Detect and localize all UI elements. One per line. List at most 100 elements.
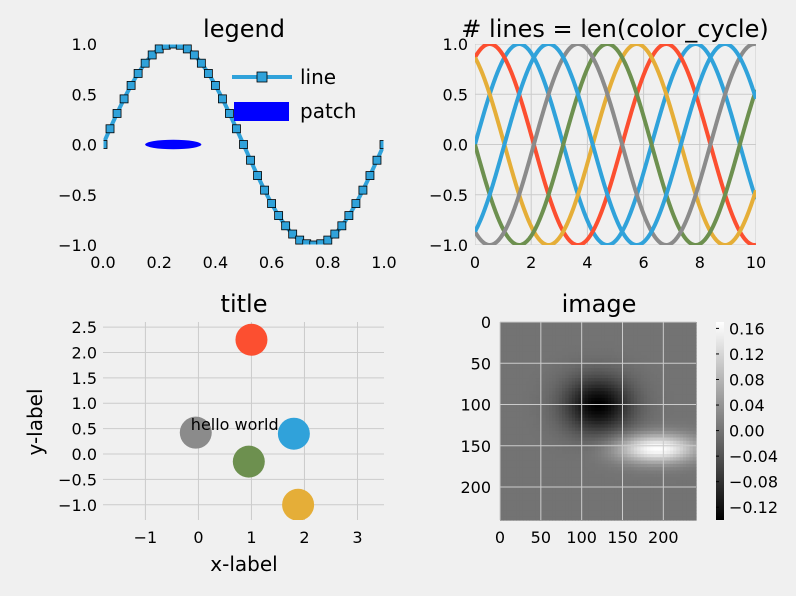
image-cell xyxy=(584,483,589,488)
image-cell xyxy=(535,450,540,455)
image-cell xyxy=(673,341,677,346)
image-cell xyxy=(535,328,540,333)
image-cell xyxy=(689,322,694,326)
image-cell xyxy=(679,477,684,481)
image-cell xyxy=(594,335,599,340)
image-cell xyxy=(532,470,537,475)
image-cell xyxy=(584,500,589,505)
image-cell xyxy=(542,473,547,478)
image-cell xyxy=(555,421,560,425)
image-cell xyxy=(643,368,648,373)
image-cell xyxy=(506,421,511,425)
image-cell xyxy=(692,516,697,521)
image-cell xyxy=(594,470,599,475)
image-cell xyxy=(604,368,609,373)
image-cell xyxy=(614,407,619,412)
image-cell xyxy=(535,440,540,445)
image-cell xyxy=(526,424,530,429)
image-cell xyxy=(522,351,527,356)
image-cell xyxy=(630,477,635,481)
image-cell xyxy=(643,421,648,425)
image-cell xyxy=(656,397,661,402)
image-cell xyxy=(611,411,615,415)
image-cell xyxy=(633,454,638,458)
image-cell xyxy=(692,348,697,353)
image-cell xyxy=(617,440,622,445)
image-xtick-label: 200 xyxy=(648,528,679,547)
image-cell xyxy=(503,487,508,491)
image-cell xyxy=(513,322,517,326)
image-cell xyxy=(565,374,570,379)
image-cell xyxy=(673,371,677,376)
image-cell xyxy=(500,364,504,369)
image-cell xyxy=(571,454,576,458)
image-cell xyxy=(604,351,609,356)
image-cell xyxy=(578,394,583,399)
image-cell xyxy=(526,434,530,439)
image-cell xyxy=(552,493,557,498)
image-cell xyxy=(594,477,599,481)
image-cell xyxy=(568,401,573,406)
legend-xtick-label: 0.6 xyxy=(259,253,284,272)
image-cell xyxy=(542,384,547,389)
image-cell xyxy=(601,417,606,422)
image-cell xyxy=(562,450,566,455)
image-cell xyxy=(630,345,635,349)
image-cell xyxy=(565,440,570,445)
image-cell xyxy=(679,358,684,363)
image-cell xyxy=(604,500,609,505)
image-cell xyxy=(568,470,573,475)
image-cell xyxy=(535,378,540,382)
image-cell xyxy=(588,440,593,445)
image-cell xyxy=(604,424,609,429)
image-cell xyxy=(555,388,560,392)
image-cell xyxy=(591,463,596,468)
image-cell xyxy=(581,391,586,396)
image-cell xyxy=(542,411,547,415)
image-cell xyxy=(565,338,570,343)
image-cell xyxy=(650,411,655,415)
image-cell xyxy=(575,513,579,518)
image-cell xyxy=(529,437,534,442)
image-cell xyxy=(650,434,655,439)
image-cell xyxy=(653,378,658,382)
image-cell xyxy=(555,368,560,373)
image-cell xyxy=(513,351,517,356)
image-cell xyxy=(660,335,664,340)
image-cell xyxy=(669,434,674,439)
image-cell xyxy=(522,325,527,330)
image-cell xyxy=(601,397,606,402)
image-cell xyxy=(571,450,576,455)
image-cell xyxy=(673,374,677,379)
image-cell xyxy=(516,437,521,442)
image-cell xyxy=(535,371,540,376)
image-cell xyxy=(558,371,563,376)
image-cell xyxy=(522,421,527,425)
image-cell xyxy=(630,391,635,396)
image-cell xyxy=(549,381,553,386)
image-cell xyxy=(643,378,648,382)
image-cell xyxy=(676,358,681,363)
image-cell xyxy=(663,322,668,326)
image-cell xyxy=(588,506,593,511)
image-cell xyxy=(676,391,681,396)
image-cell xyxy=(617,394,622,399)
image-cell xyxy=(591,473,596,478)
color-cycle-ytick-label: −0.5 xyxy=(429,186,468,205)
image-cell xyxy=(591,516,596,521)
image-cell xyxy=(591,450,596,455)
image-cell xyxy=(601,467,606,472)
image-cell xyxy=(581,440,586,445)
image-cell xyxy=(535,460,540,465)
image-cell xyxy=(676,477,681,481)
image-cell xyxy=(604,463,609,468)
image-cell xyxy=(500,368,504,373)
image-cell xyxy=(663,477,668,481)
image-cell xyxy=(568,434,573,439)
image-cell xyxy=(607,450,612,455)
image-cell xyxy=(630,460,635,465)
image-cell xyxy=(614,513,619,518)
image-cell xyxy=(692,381,697,386)
image-cell xyxy=(660,454,664,458)
